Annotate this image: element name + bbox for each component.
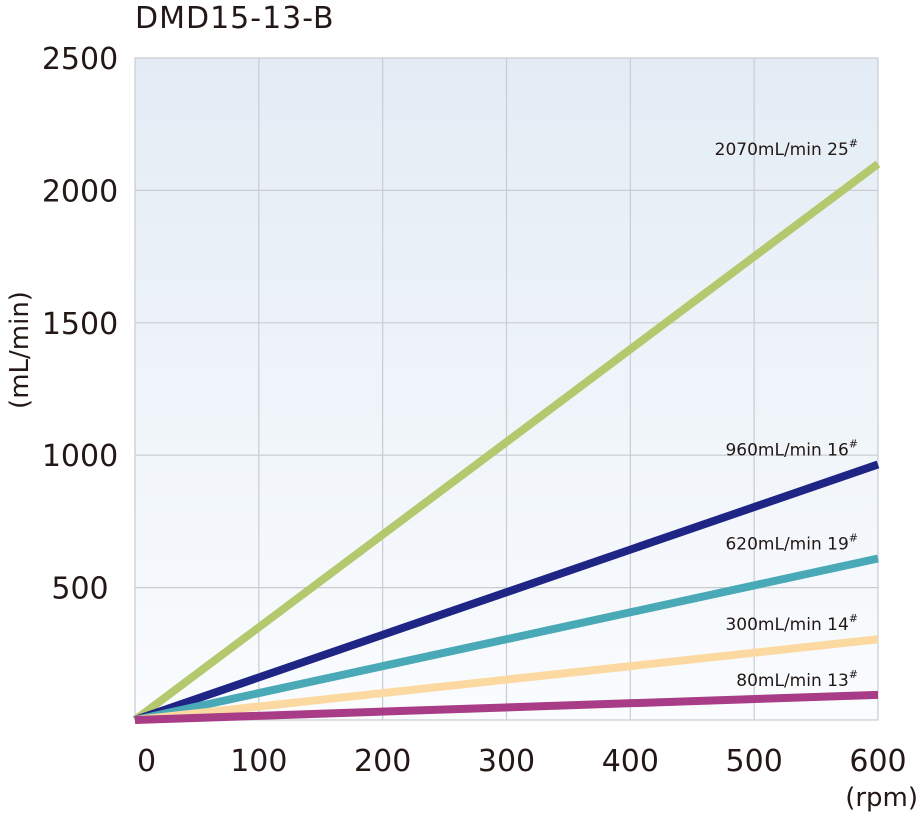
series-label-tube: 13 [827, 671, 849, 691]
series-line-s19 [134, 554, 879, 724]
series-label-s14: 300mL/min 14# [725, 612, 858, 635]
x-tick-label: 300 [478, 744, 535, 779]
series-label-s16: 960mL/min 16# [725, 437, 858, 460]
series-label-value: 80mL/min [736, 671, 827, 691]
y-tick-label: 2000 [42, 174, 118, 209]
series-label-s19: 620mL/min 19# [725, 531, 858, 554]
series-label-tube: 25 [827, 140, 849, 160]
y-axis-label: (mL/min) [5, 291, 35, 409]
x-axis-ticks: 0 100 200 300 400 500 600 [137, 744, 907, 779]
series-line-s16 [133, 460, 880, 724]
series-label-value: 300mL/min [725, 615, 827, 635]
series-label-mark: # [849, 668, 858, 681]
x-tick-label: 400 [602, 744, 659, 779]
y-tick-label: 500 [51, 572, 108, 607]
chart-title: DMD15-13-B [135, 1, 335, 36]
y-axis-ticks: 500 1000 1500 2000 2500 [42, 42, 118, 607]
series-label-value: 2070mL/min [715, 140, 827, 160]
series-line-s13 [134, 690, 879, 724]
series-label-s25: 2070mL/min 25# [715, 137, 858, 160]
series-line-s14 [134, 635, 879, 724]
x-tick-label: 500 [726, 744, 783, 779]
y-tick-label: 1500 [42, 307, 118, 342]
x-tick-label: 600 [849, 744, 906, 779]
x-tick-label: 200 [354, 744, 411, 779]
series-label-mark: # [849, 612, 858, 625]
series-label-s13: 80mL/min 13# [736, 668, 858, 691]
series-label-tube: 16 [827, 440, 849, 460]
series-label-tube: 14 [827, 615, 849, 635]
x-tick-label: 0 [137, 744, 156, 779]
series-label-mark: # [849, 531, 858, 544]
series-label-value: 620mL/min [725, 534, 827, 554]
series-labels: 2070mL/min 25#960mL/min 16#620mL/min 19#… [715, 137, 858, 691]
y-tick-label: 1000 [42, 439, 118, 474]
series-label-tube: 19 [827, 534, 849, 554]
series-group [132, 160, 881, 724]
x-tick-label: 100 [230, 744, 287, 779]
series-label-mark: # [849, 137, 858, 150]
series-label-mark: # [849, 437, 858, 450]
series-line-s25 [132, 160, 881, 724]
x-axis-label: (rpm) [845, 783, 918, 813]
y-tick-label: 2500 [42, 42, 118, 77]
series-label-value: 960mL/min [725, 440, 827, 460]
